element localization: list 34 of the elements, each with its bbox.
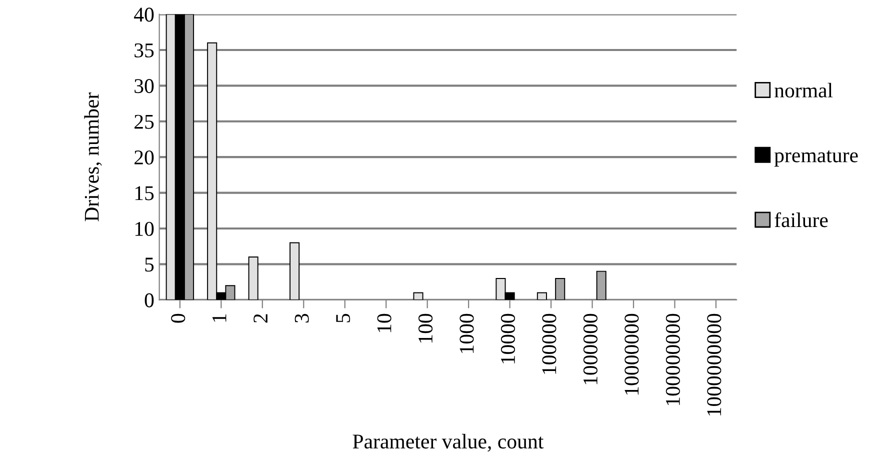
legend-label: failure [774,212,828,228]
x-tick-label: 5 [336,314,350,322]
y-tick-label: 10 [135,222,154,236]
bar [290,242,300,300]
y-axis-title: Drives, number [84,92,102,222]
x-axis-title: Parameter value, count [352,434,544,452]
y-tick-label: 25 [134,114,154,129]
x-tick-label: 10000 [500,314,516,364]
x-tick-label: 100000000 [666,314,680,405]
y-tick-label: 35 [134,43,154,58]
x-tick-label: 100000 [542,314,556,374]
x-tick-label: 10 [377,314,392,332]
x-tick-label: 2 [254,314,268,323]
x-tick-label: 1 [212,314,226,322]
x-tick-label: 0 [171,314,186,323]
y-tick-label: 15 [135,186,154,200]
x-tick-label: 1000000000 [707,314,722,416]
y-tick-label: 20 [134,150,154,165]
x-tick-label: 100 [418,314,433,342]
x-tick-label: 10000000 [624,314,639,395]
bar [555,278,566,300]
bar [413,292,424,300]
x-tick-label: 3 [294,314,309,322]
bar [248,256,258,300]
legend-label: premature [774,150,858,167]
legend-label: normal [774,82,833,98]
y-tick-label: 40 [134,8,154,22]
bar [536,292,547,300]
bar [596,270,606,300]
x-tick-label: 1000000 [583,314,598,384]
y-tick-label: 5 [145,258,154,272]
y-tick-label: 0 [144,293,154,308]
y-tick-label: 30 [134,79,154,94]
x-tick-label: 1000 [460,314,474,353]
